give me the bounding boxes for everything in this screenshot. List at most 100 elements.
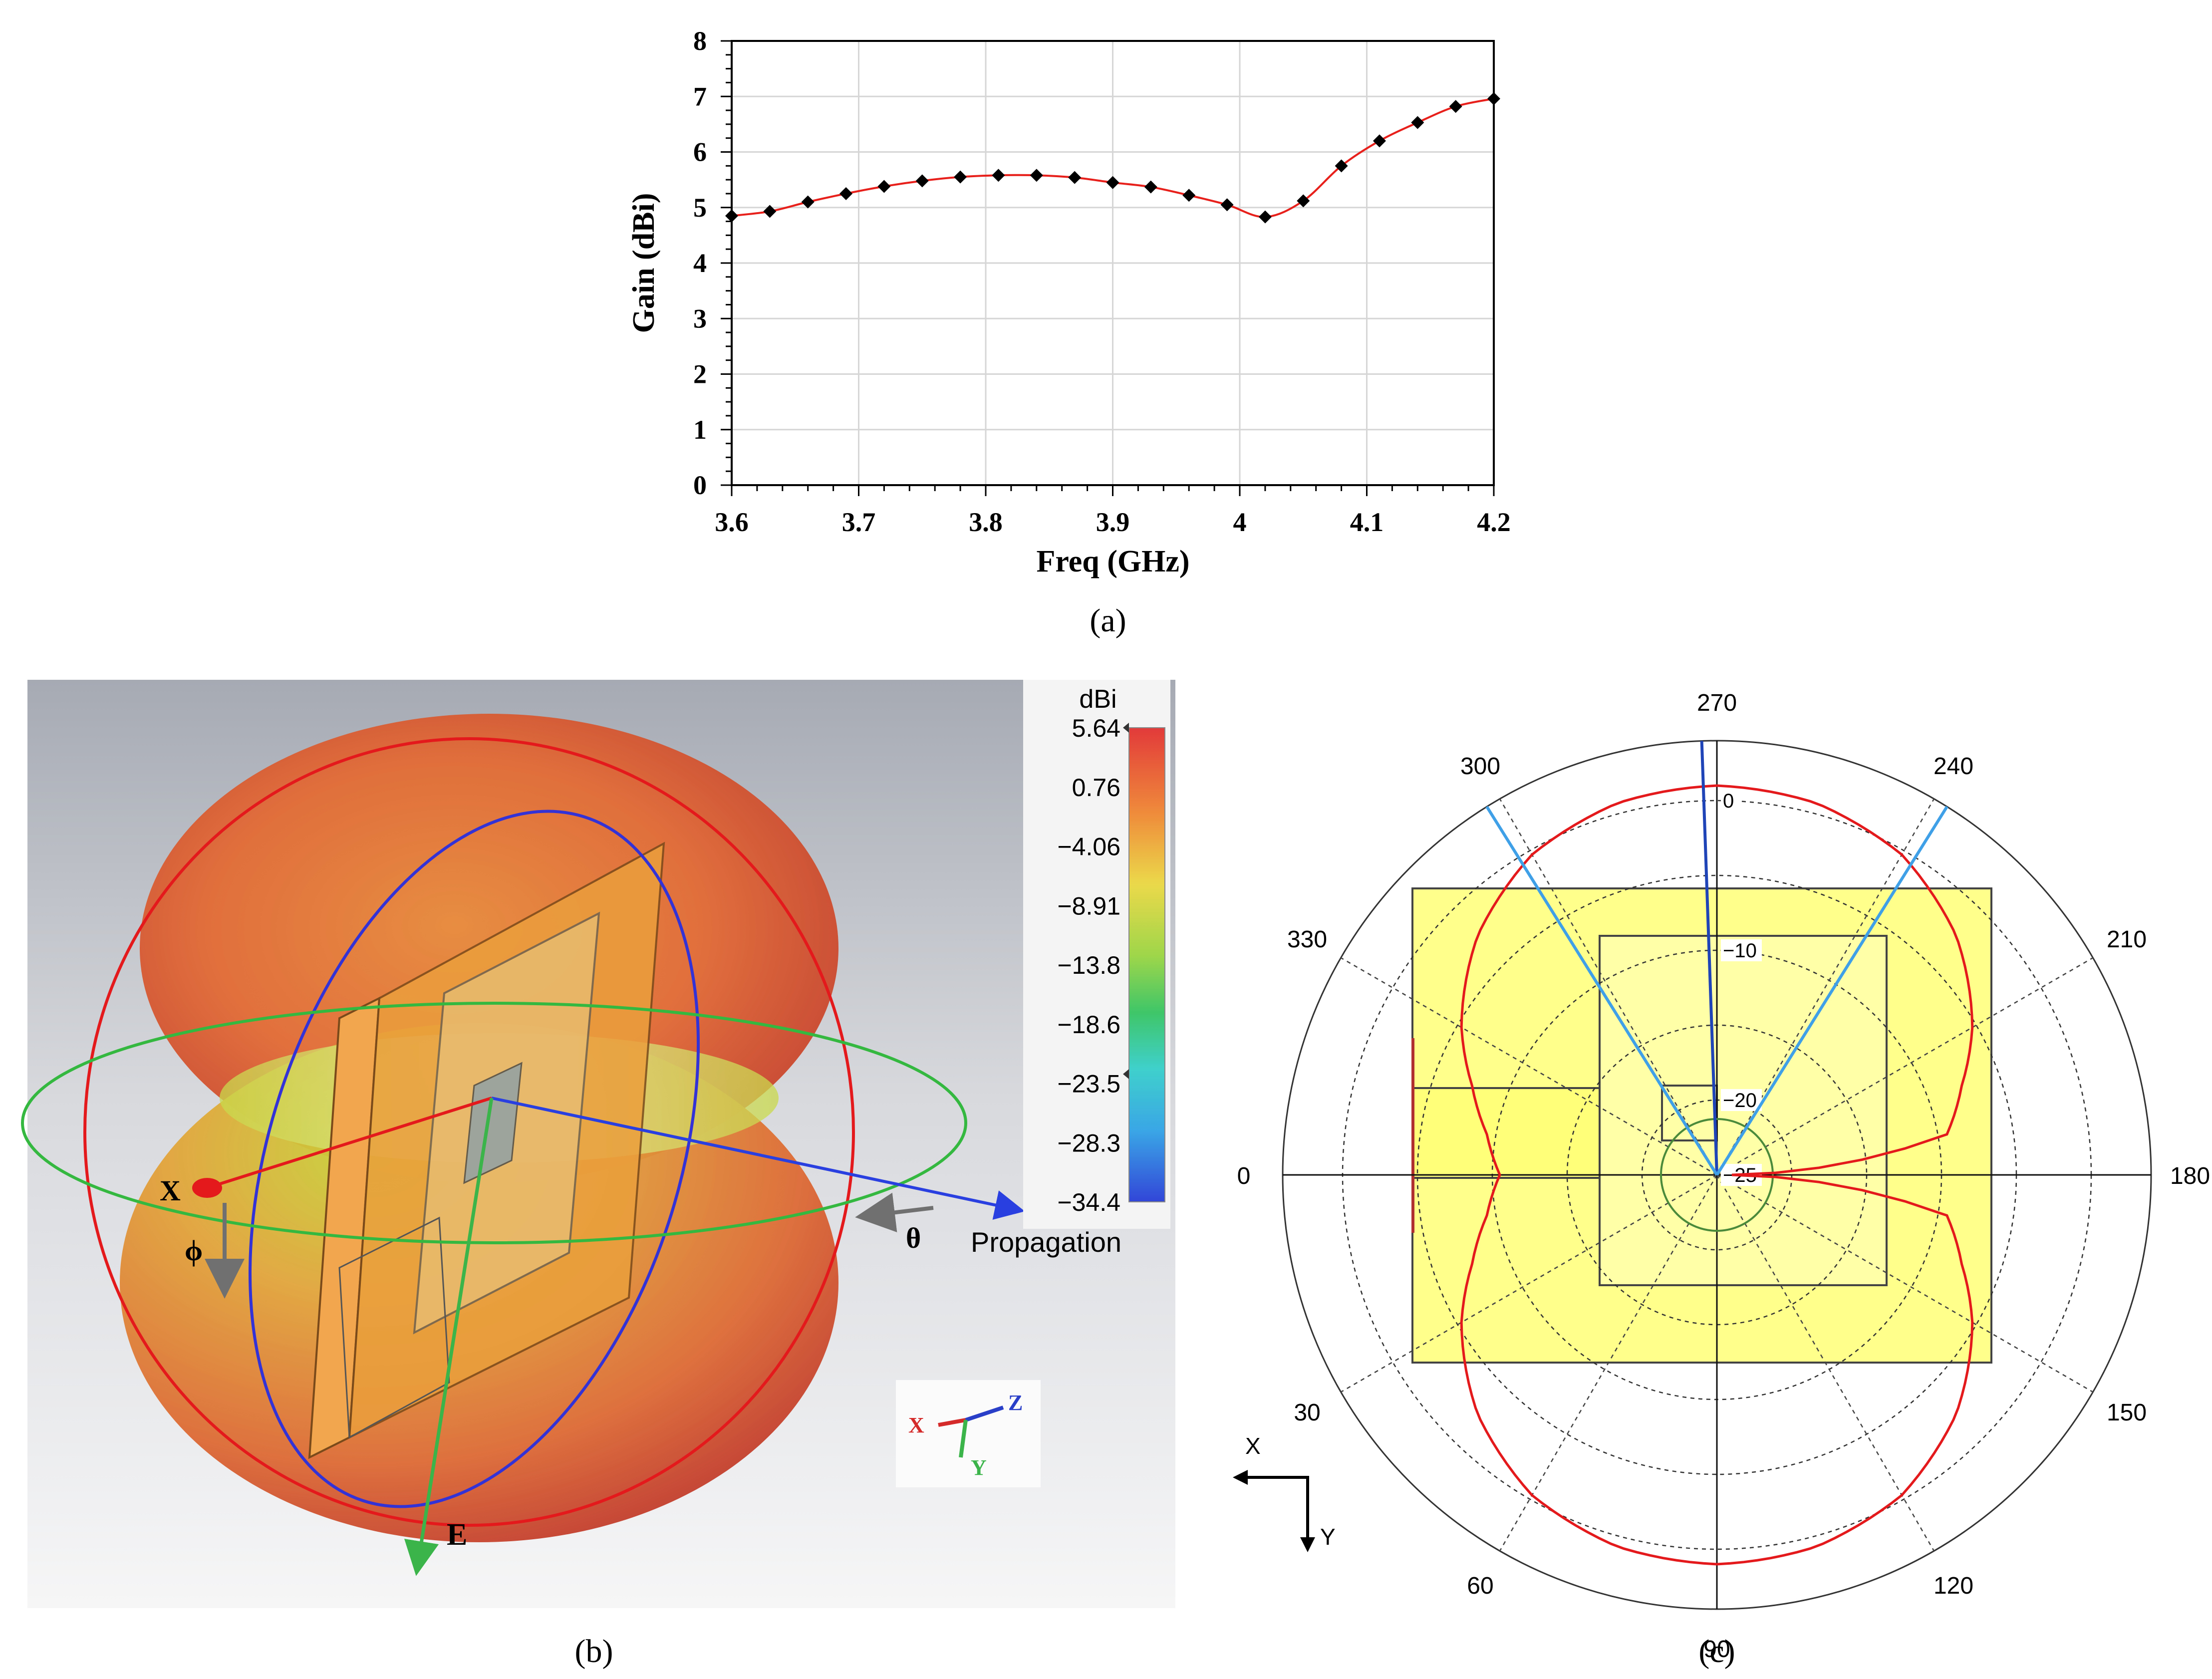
x-tick-label: 3.9	[1096, 507, 1130, 537]
gain-data-point	[1297, 194, 1310, 208]
colorbar-tick-label: −34.4	[1057, 1188, 1120, 1216]
gain-chart: 3.6 3.7 3.8 3.9 4 4.1 4.2 0 1 2 3 4 5 6 7 8 Freq (GHz)…	[627, 26, 1511, 639]
y-tick-label: 0	[693, 470, 707, 500]
polar-angle-label: 120	[1934, 1573, 1973, 1599]
caption-a: (a)	[1090, 602, 1126, 639]
gain-data-point	[1068, 171, 1082, 184]
orientation-triad-box	[896, 1380, 1041, 1487]
polar-spoke	[1340, 957, 1717, 1176]
polar-spoke	[1716, 1174, 1935, 1552]
polar-angle-label: 330	[1287, 926, 1327, 953]
polar-spoke	[1340, 1174, 1717, 1393]
colorbar-tick-labels: 5.64 0.76 −4.06 −8.91 −13.8 −18.6 −23.5 −28.3 −3…	[1057, 714, 1120, 1216]
polar-angle-label: 30	[1294, 1399, 1320, 1426]
orient-y-label: Y	[1320, 1524, 1336, 1550]
polar-grid	[1282, 740, 2152, 1610]
polar-angle-label: 60	[1467, 1573, 1493, 1599]
polar-radial-label: −10	[1723, 940, 1757, 962]
triad-z-label: Z	[1008, 1391, 1023, 1415]
gain-data-point	[1449, 100, 1462, 113]
green-ring	[21, 1002, 967, 1244]
polar-angle-label: 240	[1934, 753, 1973, 780]
polar-beam-line	[1700, 741, 1718, 1175]
antenna-feed	[338, 1216, 450, 1439]
colorbar-tick-label: −23.5	[1057, 1070, 1120, 1098]
caption-b: (b)	[575, 1633, 613, 1670]
polar-radial-label: −20	[1723, 1090, 1757, 1112]
y-tick-label: 3	[693, 303, 707, 333]
theta-arrow	[855, 1192, 934, 1232]
caption-c: (c)	[1698, 1633, 1735, 1670]
polar-spoke	[1716, 1174, 2094, 1393]
colorbar	[1128, 727, 1165, 1202]
colorbar-tick-label: −13.8	[1057, 951, 1120, 979]
colorbar-tick-label: 0.76	[1072, 774, 1120, 802]
polar-angle-label: 270	[1697, 690, 1737, 716]
orient-y-arrowhead	[1300, 1537, 1315, 1552]
polar-radial-label-bg	[1721, 790, 1738, 812]
triad-y-label: Y	[971, 1455, 987, 1480]
gain-data-point	[1106, 176, 1119, 189]
colorbar-tick-label: −28.3	[1057, 1129, 1120, 1157]
colorbar-tick-label: −4.06	[1057, 833, 1120, 861]
polar-beam-line	[1715, 806, 1948, 1176]
gain-data-point	[1335, 159, 1348, 173]
y-tick-label: 1	[693, 415, 707, 445]
triad-x-label: X	[908, 1413, 924, 1437]
polar-angle-label: 0	[1237, 1163, 1251, 1189]
blue-ring	[249, 810, 700, 1508]
gain-data-point	[915, 174, 929, 188]
y-tick-label: 4	[693, 248, 707, 278]
polar-angle-label: 150	[2107, 1399, 2147, 1426]
phi-label: ϕ	[185, 1234, 203, 1267]
gain-series-points	[725, 92, 1500, 224]
x-axis-label: X	[160, 1174, 181, 1207]
theta-label: θ	[906, 1222, 921, 1254]
gain-data-point	[725, 209, 738, 223]
y-tick-label: 5	[693, 193, 707, 223]
gain-chart-x-tick-labels: 3.6 3.7 3.8 3.9 4 4.1 4.2	[715, 507, 1511, 537]
inner-green-circle	[1660, 1118, 1774, 1232]
triad-x-arrow	[938, 1418, 966, 1427]
gain-data-point	[839, 187, 853, 200]
gain-chart-ticks	[721, 40, 1495, 496]
antenna-patch	[463, 1062, 523, 1184]
gain-data-point	[763, 205, 777, 218]
y-tick-label: 7	[693, 81, 707, 111]
gain-data-point	[1411, 116, 1424, 129]
gain-data-point	[1182, 189, 1196, 202]
colorbar-tick-label: −18.6	[1057, 1011, 1120, 1039]
polar-spoke	[1716, 957, 2094, 1176]
polar-angle-label: 210	[2107, 926, 2147, 953]
orient-x-label: X	[1245, 1433, 1261, 1459]
y-tick-label: 6	[693, 137, 707, 167]
colorbar-tick-label: 5.64	[1072, 714, 1120, 742]
triad-y-arrow	[959, 1419, 968, 1458]
polar-radial-label: 0	[1723, 790, 1734, 812]
gain-data-point	[1373, 134, 1386, 148]
y-tick-label: 2	[693, 359, 707, 389]
x-tick-label: 3.6	[715, 507, 749, 537]
gain-data-point	[954, 170, 967, 184]
orient-x-arrowhead	[1233, 1470, 1248, 1485]
colorbar-mid-marker	[1123, 1069, 1129, 1079]
gain-data-point	[1258, 210, 1272, 224]
polar-spoke	[1716, 798, 1935, 1175]
x-axis-tip	[192, 1178, 222, 1198]
y-tick-label: 8	[693, 26, 707, 56]
antenna-feedline	[1412, 1087, 1601, 1179]
x-tick-label: 4.2	[1477, 507, 1511, 537]
x-tick-label: 4	[1233, 507, 1247, 537]
polar-radial-label-bg	[1721, 1089, 1762, 1111]
colorbar-tick-label: −8.91	[1057, 892, 1120, 920]
gain-chart-grid	[731, 40, 1495, 486]
polar-radial-labels: 0−10−20−25	[1721, 790, 1762, 1186]
gain-chart-y-axis-label: Gain (dBi)	[627, 193, 661, 333]
gain-data-point	[1144, 180, 1157, 194]
gain-data-point	[801, 195, 815, 209]
polar-spoke	[1499, 1174, 1718, 1552]
orient-arrows	[1243, 1476, 1309, 1542]
polar-pattern-curve	[1460, 784, 1974, 1566]
gain-data-point	[877, 180, 891, 193]
